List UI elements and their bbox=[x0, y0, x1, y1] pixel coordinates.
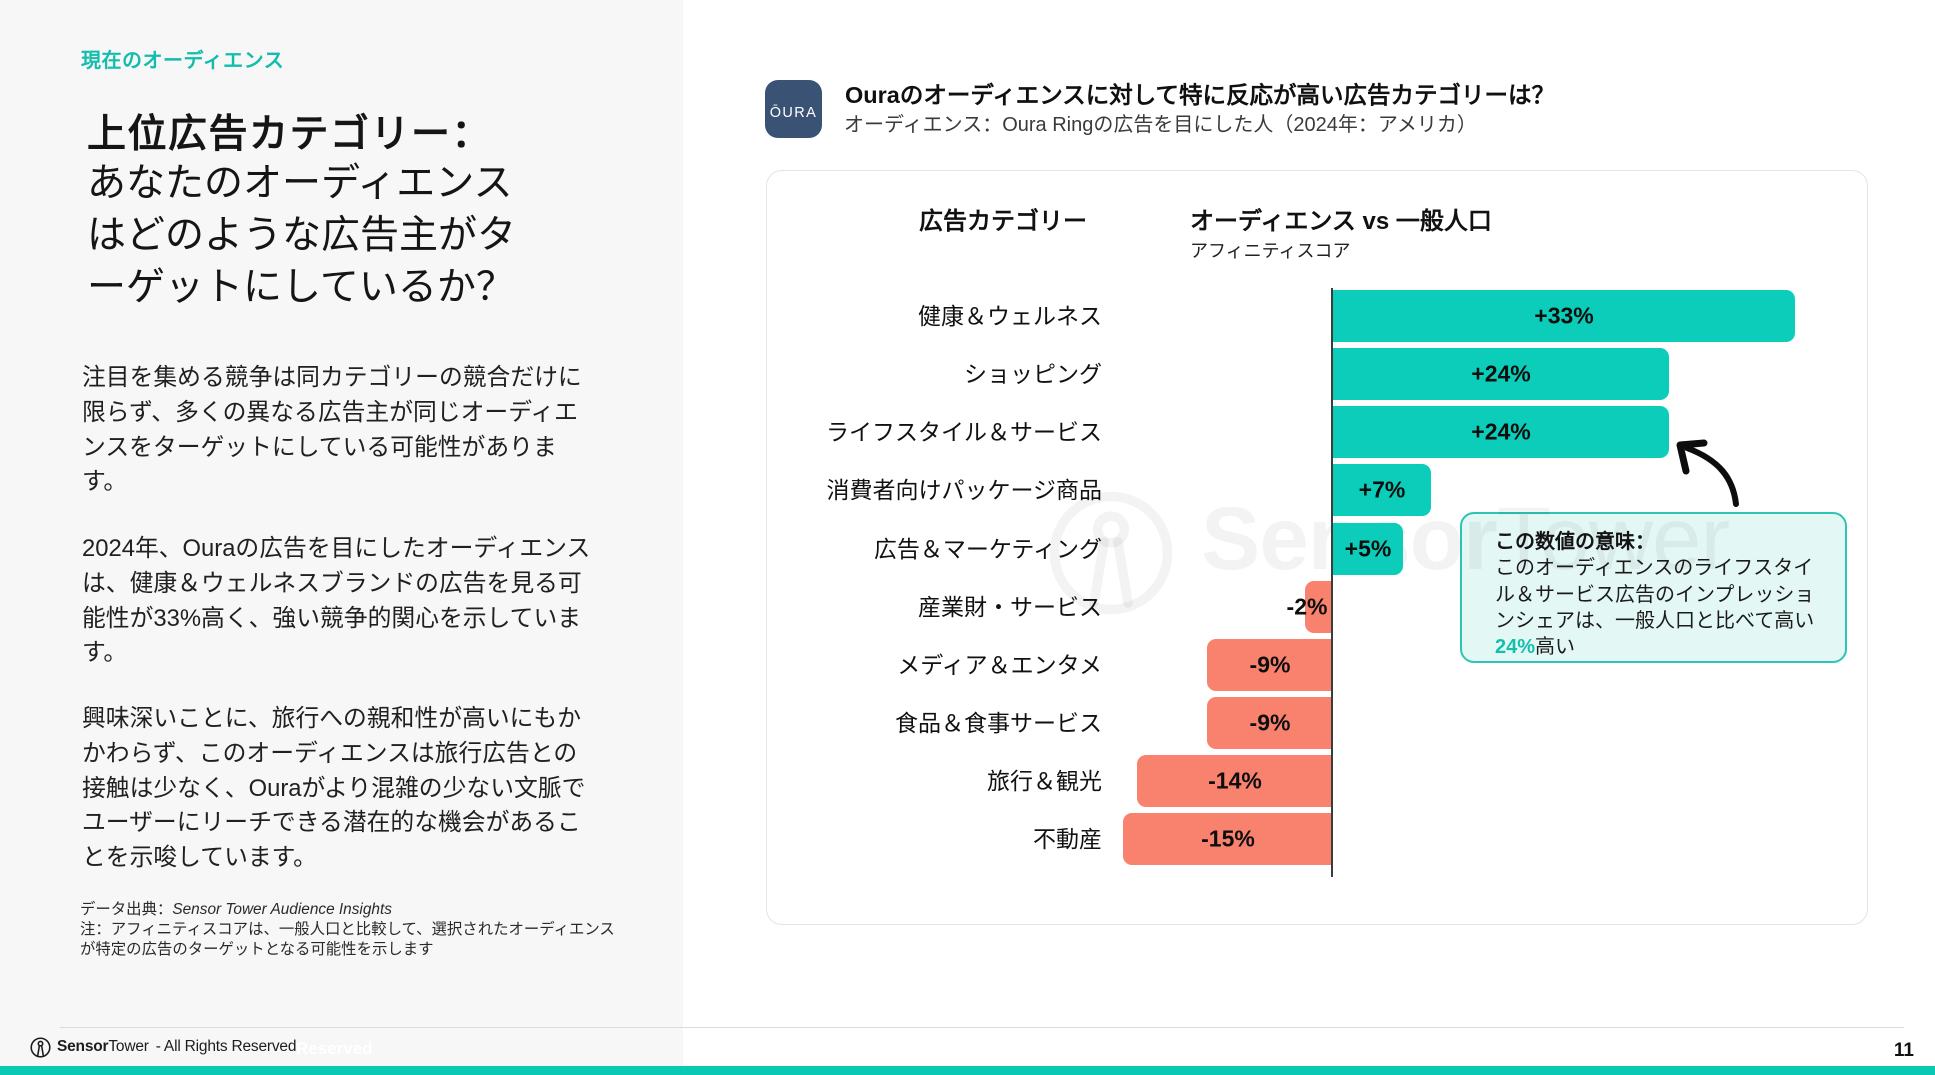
bar: -9% bbox=[1207, 638, 1333, 691]
bar-value-label: +7% bbox=[1358, 476, 1406, 503]
bar-value-label: -9% bbox=[1249, 709, 1291, 736]
column-header-value: オーディエンス vs 一般人口 bbox=[1190, 208, 1492, 235]
eyebrow-label: 現在のオーディエンス bbox=[81, 50, 285, 72]
bar: +7% bbox=[1333, 464, 1431, 517]
chart-row: メディア＆エンタメ -9% bbox=[767, 638, 1867, 691]
paragraph-2: 2024年、Ouraの広告を目にしたオーディエンス は、健康＆ウェルネスブランド… bbox=[82, 535, 591, 667]
bottom-accent-bar bbox=[0, 1066, 1935, 1075]
column-header-category: 広告カテゴリー bbox=[919, 208, 1087, 235]
category-label: ライフスタイル＆サービス bbox=[826, 419, 1102, 446]
annotation-title: この数値の意味： bbox=[1495, 531, 1655, 553]
oura-logo-text: ŌURA bbox=[769, 105, 818, 121]
bar: +33% bbox=[1333, 290, 1795, 342]
footnote-note: 注：アフィニティスコアは、一般人口と比較して、選択されたオーディエンス が特定の… bbox=[80, 921, 615, 958]
chart-row: 不動産 -15% bbox=[767, 813, 1867, 866]
footer-ghost-watermark: Reserved bbox=[296, 1039, 373, 1058]
bar-value-label: +24% bbox=[1471, 360, 1531, 387]
annotation-body: このオーディエンスのライフスタイ ル＆サービス広告のインプレッショ ンシェアは、… bbox=[1495, 557, 1815, 632]
page-title-rest: あなたのオーディエンス はどのような広告主がタ ーゲットにしているか？ bbox=[87, 162, 517, 309]
bar-value-label: -2% bbox=[1286, 593, 1328, 620]
annotation-callout: この数値の意味： このオーディエンスのライフスタイ ル＆サービス広告のインプレッ… bbox=[1460, 512, 1847, 663]
category-label: ショッピング bbox=[964, 361, 1102, 388]
category-label: 消費者向けパッケージ商品 bbox=[826, 477, 1102, 504]
annotation-suffix: 高い bbox=[1535, 636, 1576, 659]
bar: -9% bbox=[1207, 696, 1333, 749]
paragraph-1: 注目を集める競争は同カテゴリーの競合だけに 限らず、多くの異なる広告主が同じオー… bbox=[82, 364, 582, 496]
category-label: 食品＆食事サービス bbox=[895, 709, 1102, 736]
footer-rights: - All Rights Reserved bbox=[155, 1038, 297, 1055]
annotation-highlight: 24% bbox=[1495, 636, 1536, 659]
bar: -2% bbox=[1287, 580, 1333, 633]
bar: -14% bbox=[1137, 755, 1333, 807]
category-label: 広告＆マーケティング bbox=[873, 535, 1102, 562]
header-subtitle: オーディエンス：Oura Ringの広告を目にした人（2024年：アメリカ） bbox=[844, 114, 1477, 136]
chart-row: ライフスタイル＆サービス +24% bbox=[767, 406, 1867, 459]
chart-row: ショッピング +24% bbox=[767, 348, 1867, 401]
bar: +5% bbox=[1333, 522, 1403, 575]
bar-value-label: -9% bbox=[1249, 651, 1291, 678]
header-title: Ouraのオーディエンスに対して特に反応が高い広告カテゴリーは？ bbox=[845, 82, 1556, 108]
sensortower-footer-logo-icon bbox=[30, 1037, 51, 1058]
category-label: 不動産 bbox=[1033, 826, 1102, 853]
annotation-highlight-line: 24%高い bbox=[1495, 634, 1825, 660]
chart-card: SensorTower 広告カテゴリー オーディエンス vs 一般人口 アフィニ… bbox=[766, 170, 1868, 925]
bar: -15% bbox=[1123, 813, 1333, 866]
bar-value-label: +5% bbox=[1344, 535, 1392, 561]
left-panel: 現在のオーディエンス 上位広告カテゴリー： あなたのオーディエンス はどのような広… bbox=[0, 0, 683, 1066]
chart-row: 健康＆ウェルネス +33% bbox=[767, 290, 1867, 342]
footer-divider bbox=[60, 1027, 1904, 1028]
bar-value-label: -15% bbox=[1201, 825, 1255, 852]
footer-branding: SensorTower - All Rights Reserved bbox=[30, 1035, 296, 1059]
bar: +24% bbox=[1333, 348, 1669, 401]
page-number: 11 bbox=[1893, 1040, 1914, 1061]
column-subheader: アフィニティスコア bbox=[1190, 241, 1351, 261]
bar-value-label: +24% bbox=[1471, 418, 1531, 445]
footer-brand: SensorTower bbox=[57, 1038, 149, 1055]
footnote: データ出典：Sensor Tower Audience Insights 注：ア… bbox=[80, 900, 700, 960]
oura-logo: ŌURA bbox=[765, 80, 822, 138]
bar-value-label: +33% bbox=[1534, 302, 1594, 329]
category-label: 健康＆ウェルネス bbox=[918, 303, 1102, 329]
page-title-bold: 上位広告カテゴリー： bbox=[87, 113, 493, 156]
bar-chart: 健康＆ウェルネス +33% ショッピング +24% ライフスタイル＆サービス +24% 消費… bbox=[767, 171, 1867, 924]
callout-arrow bbox=[1676, 439, 1739, 507]
bar: +24% bbox=[1333, 406, 1669, 459]
footnote-source: Sensor Tower Audience Insights bbox=[172, 901, 392, 918]
category-label: 旅行＆観光 bbox=[987, 768, 1102, 794]
page-title: 上位広告カテゴリー： あなたのオーディエンス はどのような広告主がタ ーゲットにし… bbox=[87, 106, 647, 314]
chart-row: 旅行＆観光 -14% bbox=[767, 755, 1867, 807]
bar-value-label: -14% bbox=[1208, 767, 1262, 794]
chart-row: 食品＆食事サービス -9% bbox=[767, 696, 1867, 749]
category-label: 産業財・サービス bbox=[918, 593, 1102, 620]
paragraph-3: 興味深いことに、旅行への親和性が高いにもか かわらず、このオーディエンスは旅行広… bbox=[82, 705, 586, 872]
zero-axis-line bbox=[1331, 288, 1333, 877]
chart-row: 消費者向けパッケージ商品 +7% bbox=[767, 464, 1867, 517]
category-label: メディア＆エンタメ bbox=[897, 651, 1102, 678]
footnote-source-label: データ出典： bbox=[80, 901, 173, 918]
